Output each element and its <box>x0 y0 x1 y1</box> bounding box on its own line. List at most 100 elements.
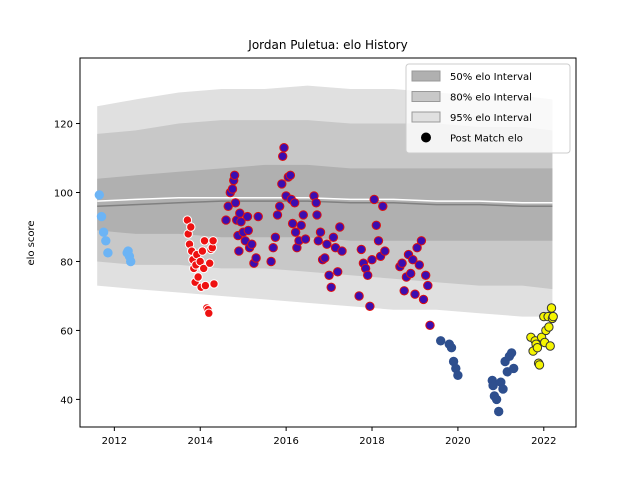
chart-title: Jordan Puletua: elo History <box>247 38 407 52</box>
legend-box <box>405 63 571 154</box>
data-point-s3 <box>506 348 517 358</box>
data-point-s3 <box>494 406 504 417</box>
legend-label: 80% elo Interval <box>450 93 532 104</box>
data-point-s1 <box>209 279 219 289</box>
data-point-s2 <box>296 220 306 231</box>
y-axis-ticks: 40 60 80 100 120 <box>54 120 80 406</box>
data-point-s2 <box>406 268 416 279</box>
data-point-s4 <box>532 343 543 353</box>
data-point-s0 <box>98 227 109 237</box>
data-point-s2 <box>363 270 373 280</box>
data-point-s2 <box>300 234 311 244</box>
data-point-s2 <box>312 210 322 220</box>
data-point-s1 <box>193 272 203 282</box>
data-point-s3 <box>491 394 502 405</box>
data-point-s2 <box>408 255 418 265</box>
data-point-s0 <box>101 236 111 246</box>
data-point-s2 <box>278 151 288 162</box>
trend-lines <box>97 196 553 208</box>
legend: 50% elo Interval 80% elo Interval 95% elo … <box>405 63 571 154</box>
data-point-s2 <box>270 232 281 243</box>
data-point-s2 <box>266 256 276 267</box>
data-point-s1 <box>199 236 210 246</box>
data-point-s1 <box>186 222 196 232</box>
data-point-s2 <box>287 218 298 229</box>
data-point-s2 <box>397 258 407 268</box>
x-tick-label: 2012 <box>102 436 127 447</box>
data-point-s2 <box>369 194 379 205</box>
data-point-s2 <box>313 236 323 246</box>
data-point-s2 <box>410 289 420 299</box>
data-point-s4 <box>545 341 555 351</box>
data-point-s2 <box>272 210 283 220</box>
data-points <box>94 143 558 417</box>
data-point-s2 <box>230 198 241 208</box>
data-point-s1 <box>197 246 208 256</box>
data-point-s2 <box>335 222 345 232</box>
data-point-s2 <box>221 215 231 225</box>
data-point-s2 <box>234 246 244 256</box>
data-point-s2 <box>365 301 375 311</box>
legend-label: Post Match elo <box>450 134 523 145</box>
y-tick-label: 60 <box>60 326 73 337</box>
data-point-s2 <box>275 201 285 212</box>
data-point-s2 <box>322 239 332 249</box>
data-point-s2 <box>290 198 300 208</box>
data-point-s1 <box>199 263 209 274</box>
data-point-s3 <box>453 370 463 380</box>
legend-label: 50% elo Interval <box>450 72 532 83</box>
data-point-s2 <box>412 243 422 253</box>
x-tick-label: 2014 <box>188 436 213 447</box>
data-point-s2 <box>399 286 409 296</box>
data-point-s2 <box>227 184 238 194</box>
data-point-s3 <box>446 343 457 353</box>
data-point-s2 <box>235 208 245 218</box>
data-point-s2 <box>279 143 289 153</box>
data-point-s2 <box>425 320 435 330</box>
data-point-s2 <box>373 236 384 246</box>
data-point-s2 <box>423 280 433 291</box>
band-50 <box>97 164 553 241</box>
data-point-s4 <box>534 360 545 370</box>
legend-swatch <box>411 91 441 102</box>
data-point-s2 <box>320 253 330 263</box>
data-point-s4 <box>548 311 558 322</box>
data-point-s2 <box>421 270 431 280</box>
data-point-s2 <box>416 236 427 246</box>
data-point-s2 <box>277 179 287 189</box>
data-point-s4 <box>544 322 554 332</box>
data-point-s3 <box>509 363 519 374</box>
data-point-s0 <box>94 190 105 200</box>
mean-line <box>97 196 553 204</box>
data-point-s2 <box>268 243 278 253</box>
data-point-s2 <box>298 210 308 220</box>
legend-label: 95% elo Interval <box>450 113 532 124</box>
data-point-s2 <box>367 255 377 265</box>
data-point-s2 <box>324 270 334 280</box>
data-point-s2 <box>247 239 257 249</box>
data-point-s2 <box>243 225 254 236</box>
data-point-s2 <box>315 227 326 237</box>
x-tick-label: 2018 <box>359 436 384 447</box>
y-tick-label: 40 <box>60 395 73 406</box>
data-point-s3 <box>436 336 446 346</box>
data-point-s2 <box>242 211 253 222</box>
data-point-s2 <box>380 246 390 256</box>
y-tick-label: 100 <box>54 188 73 199</box>
data-point-s2 <box>251 253 261 263</box>
data-point-s1 <box>208 236 218 246</box>
y-tick-label: 120 <box>54 120 73 131</box>
x-axis-ticks: 2012 2014 2016 2018 2020 2022 <box>102 427 557 447</box>
data-point-s2 <box>253 211 263 222</box>
data-point-s4 <box>546 303 557 313</box>
data-point-s2 <box>328 232 339 243</box>
data-point-s2 <box>371 220 381 231</box>
data-point-s2 <box>311 198 321 208</box>
data-point-s2 <box>290 227 301 237</box>
plot-frame <box>79 57 577 428</box>
data-point-s2 <box>285 170 296 181</box>
data-point-s2 <box>378 201 388 212</box>
data-point-s3 <box>498 384 508 394</box>
data-point-s1 <box>204 308 214 318</box>
